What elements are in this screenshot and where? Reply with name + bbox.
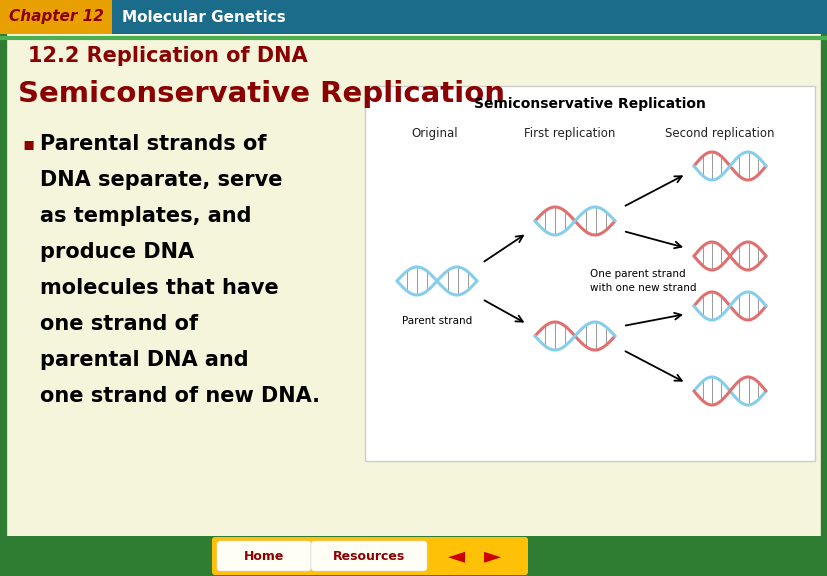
FancyBboxPatch shape	[0, 536, 827, 576]
FancyBboxPatch shape	[365, 86, 814, 461]
Text: molecules that have: molecules that have	[40, 278, 279, 298]
Text: Chapter 12: Chapter 12	[8, 9, 103, 25]
Text: Original: Original	[411, 127, 458, 141]
Text: One parent strand
with one new strand: One parent strand with one new strand	[590, 269, 696, 293]
Text: ►: ►	[484, 546, 501, 566]
FancyBboxPatch shape	[428, 541, 521, 571]
Text: parental DNA and: parental DNA and	[40, 350, 248, 370]
Text: Semiconservative Replication: Semiconservative Replication	[474, 97, 705, 111]
Text: Resources: Resources	[332, 550, 404, 563]
Text: Molecular Genetics: Molecular Genetics	[122, 9, 285, 25]
FancyBboxPatch shape	[212, 537, 528, 575]
Text: as templates, and: as templates, and	[40, 206, 251, 226]
Text: ▪: ▪	[22, 135, 34, 153]
FancyBboxPatch shape	[3, 3, 824, 573]
FancyBboxPatch shape	[311, 541, 427, 571]
FancyBboxPatch shape	[0, 0, 112, 34]
Text: produce DNA: produce DNA	[40, 242, 194, 262]
Text: First replication: First replication	[523, 127, 615, 141]
Text: Parent strand: Parent strand	[401, 316, 471, 326]
FancyBboxPatch shape	[217, 541, 311, 571]
Text: Home: Home	[243, 550, 284, 563]
Text: one strand of: one strand of	[40, 314, 198, 334]
Text: Semiconservative Replication: Semiconservative Replication	[18, 80, 504, 108]
Text: 12.2 Replication of DNA: 12.2 Replication of DNA	[28, 46, 308, 66]
Text: one strand of new DNA.: one strand of new DNA.	[40, 386, 319, 406]
Text: ◄: ◄	[448, 546, 465, 566]
Text: Second replication: Second replication	[664, 127, 774, 141]
FancyBboxPatch shape	[0, 0, 827, 34]
Text: Parental strands of: Parental strands of	[40, 134, 266, 154]
Text: DNA separate, serve: DNA separate, serve	[40, 170, 282, 190]
